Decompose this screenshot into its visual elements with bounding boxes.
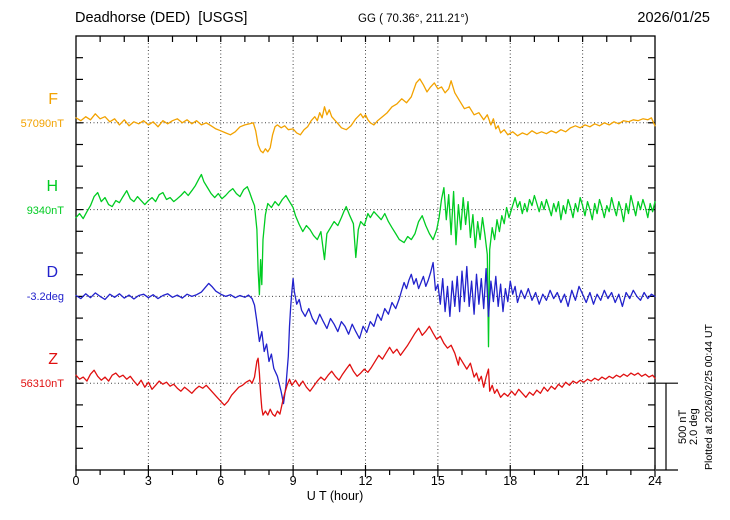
geographic-coords: GG ( 70.36°, 211.21°)	[358, 13, 469, 25]
x-tick-label: 18	[503, 474, 518, 488]
trace-letter-F: F	[48, 90, 58, 108]
scale-bar-labels: 500 nT 2.0 deg	[677, 384, 700, 470]
x-tick-label: 6	[217, 474, 225, 488]
plot-date: 2026/01/25	[637, 10, 710, 26]
station-title: Deadhorse (DED) [USGS]	[75, 10, 248, 26]
x-tick-label: 12	[358, 474, 373, 488]
x-tick-label: 24	[648, 474, 662, 488]
x-axis-label: U T (hour)	[306, 489, 364, 503]
x-tick-label: 15	[430, 474, 445, 488]
trace-H	[75, 173, 656, 348]
trace-baseline-F: 57090nT	[20, 117, 64, 130]
scale-bar-deg-label: 2.0 deg	[688, 408, 700, 446]
trace-baseline-H: 9340nT	[26, 204, 64, 217]
trace-letter-H: H	[46, 177, 58, 195]
x-tick-label: 9	[289, 474, 297, 488]
trace-F	[75, 78, 656, 154]
trace-baseline-D: -3.2deg	[26, 291, 64, 304]
x-tick-label: 0	[72, 474, 80, 488]
trace-D	[75, 261, 656, 405]
x-tick-label: 21	[575, 474, 590, 488]
trace-letter-Z: Z	[48, 351, 58, 369]
trace-Z	[75, 325, 656, 417]
plot-frame	[75, 35, 656, 471]
plotted-at-note: Plotted at 2026/02/25 00:44 UT	[703, 324, 715, 470]
x-tick-label: 3	[144, 474, 152, 488]
trace-baseline-Z: 56310nT	[20, 378, 64, 391]
trace-letter-D: D	[46, 264, 58, 282]
